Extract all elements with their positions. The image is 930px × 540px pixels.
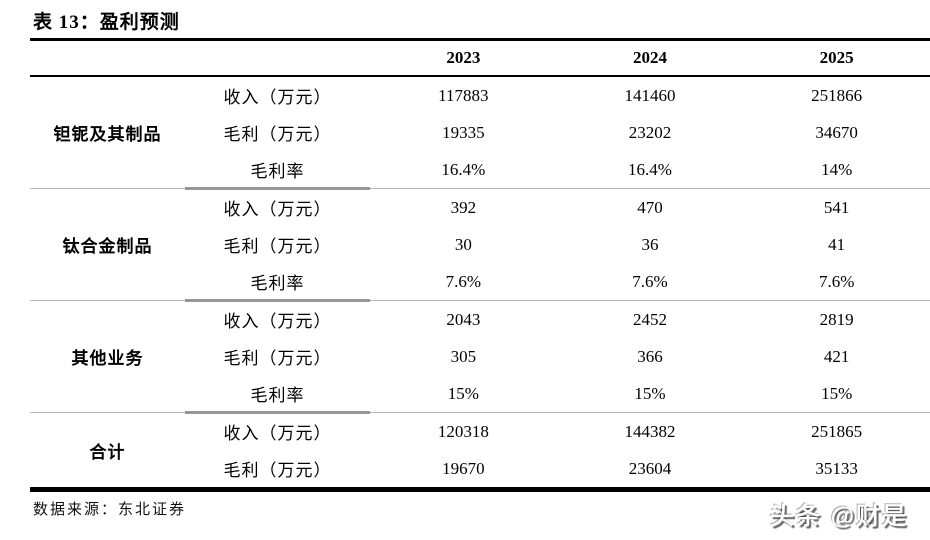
header-year-2023: 2023 bbox=[446, 48, 481, 67]
value-cell: 7.6% bbox=[445, 271, 482, 291]
metric-label: 收入（万元） bbox=[223, 200, 332, 219]
metric-label: 收入（万元） bbox=[223, 424, 332, 443]
value-cell: 15% bbox=[634, 383, 666, 403]
value-cell: 16.4% bbox=[441, 159, 486, 179]
segment-group: 合计 收入（万元） 120318 144382 251865 毛利（万元） 19670 236… bbox=[30, 413, 930, 487]
segment-name: 钽铌及其制品 bbox=[53, 125, 162, 144]
value-cell: 117883 bbox=[438, 85, 489, 105]
value-cell: 251865 bbox=[811, 421, 863, 441]
value-cell: 120318 bbox=[437, 421, 489, 441]
value-cell: 30 bbox=[454, 234, 472, 254]
value-cell: 305 bbox=[450, 346, 477, 366]
segment-name: 钛合金制品 bbox=[62, 237, 153, 256]
segment-name: 合计 bbox=[89, 442, 126, 462]
value-cell: 251866 bbox=[811, 85, 863, 105]
value-cell: 16.4% bbox=[628, 159, 672, 179]
data-source-note: 数据来源：东北证券 bbox=[33, 502, 187, 518]
header-year-2025: 2025 bbox=[819, 48, 854, 67]
value-cell: 2043 bbox=[446, 309, 481, 329]
value-cell: 34670 bbox=[815, 122, 858, 142]
segment-group: 其他业务 收入（万元） 2043 2452 2819 毛利（万元） 305 366 421 毛利率… bbox=[30, 301, 930, 414]
metric-label: 毛利（万元） bbox=[223, 461, 332, 480]
value-cell: 421 bbox=[823, 346, 850, 366]
value-cell: 14% bbox=[821, 159, 853, 179]
metric-label: 毛利率 bbox=[250, 274, 305, 293]
metric-label: 毛利（万元） bbox=[223, 237, 332, 256]
value-cell: 15% bbox=[447, 383, 479, 403]
metric-label: 收入（万元） bbox=[223, 88, 332, 107]
value-cell: 392 bbox=[450, 197, 477, 217]
value-cell: 19335 bbox=[442, 122, 485, 142]
value-cell: 2452 bbox=[632, 309, 667, 329]
header-year-2024: 2024 bbox=[632, 48, 667, 67]
value-cell: 2819 bbox=[819, 309, 854, 329]
table-top-rule bbox=[30, 38, 930, 41]
header-cell-empty-2 bbox=[185, 41, 370, 75]
value-cell: 470 bbox=[637, 197, 663, 217]
value-cell: 144382 bbox=[624, 421, 676, 441]
value-cell: 23604 bbox=[628, 458, 672, 478]
header-cell-empty-1 bbox=[30, 41, 185, 75]
value-cell: 19670 bbox=[442, 458, 485, 478]
metric-label: 毛利（万元） bbox=[223, 125, 332, 144]
table-title: 表 13：盈利预测 bbox=[33, 12, 180, 33]
value-cell: 23202 bbox=[628, 122, 672, 142]
metric-label: 毛利率 bbox=[250, 386, 305, 405]
table-bottom-rule bbox=[30, 487, 930, 492]
value-cell: 7.6% bbox=[818, 271, 855, 291]
metric-label: 毛利（万元） bbox=[223, 349, 332, 368]
table-body: 钽铌及其制品 收入（万元） 117883 141460 251866 毛利（万元） 1933… bbox=[30, 77, 930, 487]
value-cell: 36 bbox=[641, 234, 659, 254]
value-cell: 35133 bbox=[815, 458, 858, 478]
segment-group: 钽铌及其制品 收入（万元） 117883 141460 251866 毛利（万元） 1933… bbox=[30, 77, 930, 190]
metric-label: 毛利率 bbox=[250, 162, 305, 181]
value-cell: 141460 bbox=[624, 85, 676, 105]
metric-label: 收入（万元） bbox=[223, 312, 332, 331]
segment-name: 其他业务 bbox=[71, 349, 144, 368]
profit-forecast-table: 2023 2024 2025 钽铌及其制品 收入（万元） 117883 141460 2… bbox=[30, 38, 930, 492]
table-header-row: 2023 2024 2025 bbox=[30, 41, 930, 77]
segment-group: 钛合金制品 收入（万元） 392 470 541 毛利（万元） 30 36 41 毛利率 7.6% 7… bbox=[30, 189, 930, 302]
value-cell: 15% bbox=[821, 383, 853, 403]
value-cell: 366 bbox=[637, 346, 663, 366]
watermark-text: 头条 @财是 bbox=[769, 503, 908, 530]
value-cell: 541 bbox=[823, 197, 850, 217]
value-cell: 7.6% bbox=[632, 271, 668, 291]
value-cell: 41 bbox=[828, 234, 846, 254]
